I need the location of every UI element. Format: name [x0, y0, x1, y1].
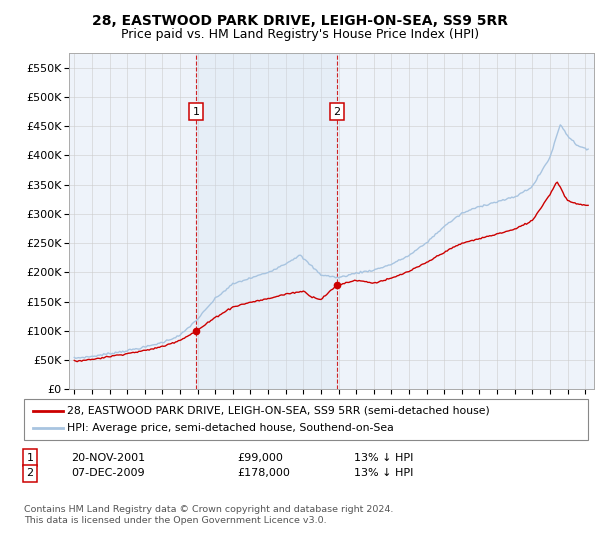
Text: Contains HM Land Registry data © Crown copyright and database right 2024.
This d: Contains HM Land Registry data © Crown c…	[24, 505, 394, 525]
Text: 2: 2	[26, 468, 34, 478]
Text: 28, EASTWOOD PARK DRIVE, LEIGH-ON-SEA, SS9 5RR (semi-detached house): 28, EASTWOOD PARK DRIVE, LEIGH-ON-SEA, S…	[67, 405, 490, 416]
Text: 13% ↓ HPI: 13% ↓ HPI	[354, 452, 413, 463]
Text: £178,000: £178,000	[237, 468, 290, 478]
Text: HPI: Average price, semi-detached house, Southend-on-Sea: HPI: Average price, semi-detached house,…	[67, 423, 394, 433]
Bar	[196, 53, 337, 389]
Text: 20-NOV-2001: 20-NOV-2001	[71, 452, 145, 463]
Text: £99,000: £99,000	[237, 452, 283, 463]
Text: 1: 1	[193, 106, 200, 116]
Text: 2: 2	[334, 106, 341, 116]
Text: Price paid vs. HM Land Registry's House Price Index (HPI): Price paid vs. HM Land Registry's House …	[121, 28, 479, 41]
Text: 28, EASTWOOD PARK DRIVE, LEIGH-ON-SEA, SS9 5RR: 28, EASTWOOD PARK DRIVE, LEIGH-ON-SEA, S…	[92, 14, 508, 28]
Text: 13% ↓ HPI: 13% ↓ HPI	[354, 468, 413, 478]
Text: 07-DEC-2009: 07-DEC-2009	[71, 468, 145, 478]
Text: 1: 1	[26, 452, 34, 463]
